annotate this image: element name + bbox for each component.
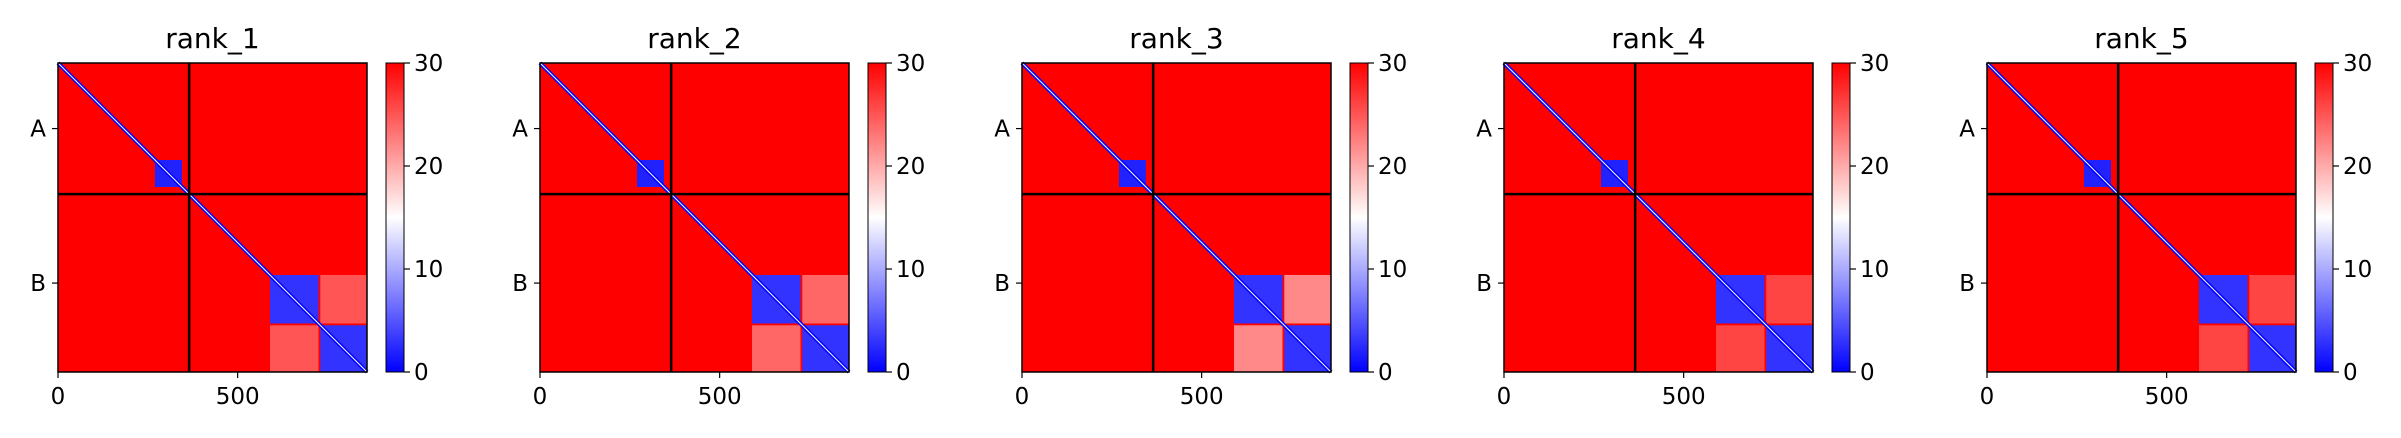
heatmap-panel-4: rank_4 A B 0 500 0 10 20 30 [1476, 22, 1889, 410]
x-tick-label: 0 [1980, 384, 1995, 410]
heatmap-diagonal-core [1021, 62, 1332, 373]
y-tick-label: A [30, 117, 46, 143]
x-tick-label: 0 [533, 384, 548, 410]
colorbar-tick-label: 0 [1860, 360, 1875, 386]
heatmap-cross-block [2249, 274, 2296, 324]
panel-title: rank_3 [1129, 22, 1223, 55]
axes-frame [539, 62, 850, 373]
axes-frame [1503, 62, 1814, 373]
x-tick-label: 0 [51, 384, 66, 410]
colorbar-tick-label: 0 [896, 360, 911, 386]
axes-frame [1021, 62, 1332, 373]
colorbar-tick-label: 20 [896, 154, 925, 180]
heatmap-diagonal-core [539, 62, 850, 373]
y-tick-label: A [512, 117, 528, 143]
panel-title: rank_2 [647, 22, 741, 55]
panel-title: rank_4 [1611, 22, 1705, 55]
colorbar-tick-label: 20 [2343, 154, 2372, 180]
colorbar-tick-label: 10 [414, 257, 443, 283]
heatmap-cross-block [2198, 325, 2248, 372]
colorbar [1349, 62, 1369, 373]
x-tick-label: 500 [698, 384, 742, 410]
x-tick-label: 0 [1015, 384, 1030, 410]
panel-title: rank_1 [165, 22, 259, 55]
y-tick-label: A [994, 117, 1010, 143]
colorbar-tick-label: 30 [414, 51, 443, 77]
axes-frame [1986, 62, 2297, 373]
colorbar-tick-label: 0 [1378, 360, 1393, 386]
colorbar-tick-label: 20 [414, 154, 443, 180]
colorbar-tick-label: 30 [896, 51, 925, 77]
heatmap-cross-block [1766, 274, 1813, 324]
heatmap-cross-block [269, 325, 319, 372]
heatmap-panel-3: rank_3 A B 0 500 0 10 20 30 [994, 22, 1407, 410]
axes-frame [57, 62, 368, 373]
heatmap-cross-block [751, 325, 801, 372]
heatmap-cross-block [802, 274, 849, 324]
colorbar-tick-label: 0 [2343, 360, 2358, 386]
x-tick-label: 500 [216, 384, 260, 410]
colorbar-tick-label: 10 [1860, 257, 1889, 283]
y-tick-label: B [994, 271, 1010, 297]
colorbar-tick-label: 20 [1860, 154, 1889, 180]
colorbar [2314, 62, 2334, 373]
colorbar-tick-label: 10 [896, 257, 925, 283]
y-tick-label: A [1959, 117, 1975, 143]
heatmap-panel-2: rank_2 A B 0 500 0 10 20 30 [512, 22, 925, 410]
heatmap-diagonal-core [57, 62, 368, 373]
colorbar-tick-label: 10 [2343, 257, 2372, 283]
x-tick-label: 0 [1497, 384, 1512, 410]
y-tick-label: B [30, 271, 46, 297]
heatmap-diagonal-core [1503, 62, 1814, 373]
y-tick-label: B [1959, 271, 1975, 297]
colorbar-tick-label: 0 [414, 360, 429, 386]
heatmap-cross-block [320, 274, 367, 324]
heatmap-cross-block [1715, 325, 1765, 372]
y-tick-label: B [512, 271, 528, 297]
heatmap-cross-block [1233, 325, 1283, 372]
heatmap-cross-block [1284, 274, 1331, 324]
x-tick-label: 500 [1662, 384, 1706, 410]
colorbar-tick-label: 30 [1378, 51, 1407, 77]
colorbar-tick-label: 10 [1378, 257, 1407, 283]
x-tick-label: 500 [2145, 384, 2189, 410]
colorbar-tick-label: 20 [1378, 154, 1407, 180]
x-tick-label: 500 [1180, 384, 1224, 410]
heatmap-diagonal-core [1986, 62, 2297, 373]
y-tick-label: A [1476, 117, 1492, 143]
heatmap-panel-5: rank_5 A B 0 500 0 10 20 30 [1959, 22, 2372, 410]
colorbar [1831, 62, 1851, 373]
panel-title: rank_5 [2094, 22, 2188, 55]
y-tick-label: B [1476, 271, 1492, 297]
heatmap-panel-1: rank_1 A B 0 500 0 10 20 30 [30, 22, 443, 410]
colorbar-tick-label: 30 [2343, 51, 2372, 77]
colorbar [385, 62, 405, 373]
colorbar [867, 62, 887, 373]
colorbar-tick-label: 30 [1860, 51, 1889, 77]
